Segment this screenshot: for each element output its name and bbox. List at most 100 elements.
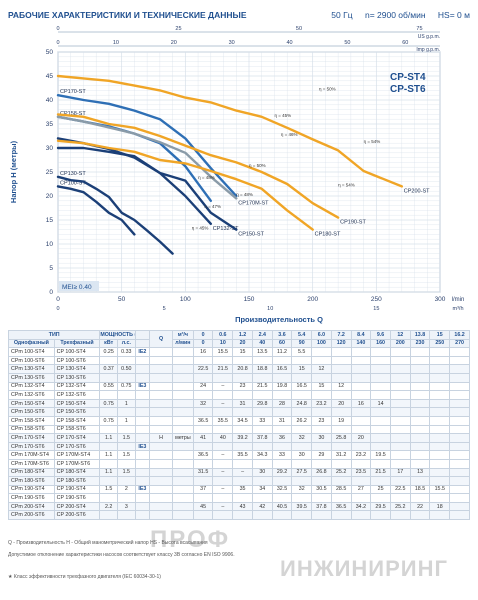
three-phase-model: CP 130-ST6	[53, 372, 101, 383]
head-value: 30	[251, 467, 273, 478]
head-value	[370, 390, 391, 400]
head-value: 12	[311, 364, 332, 374]
series-line	[56, 175, 174, 255]
head-value	[212, 424, 234, 435]
head-value: 39.5	[291, 501, 313, 512]
head-value	[409, 390, 431, 400]
watermark-text: ИНЖИНИРИНГ	[280, 556, 448, 581]
three-phase-model: CP 150-ST4	[53, 398, 101, 409]
header-specs: 50 Гц n= 2900 об/мин HS= 0 м	[321, 10, 470, 20]
unit-cell	[172, 372, 194, 383]
head-value: 30.5	[311, 484, 332, 495]
head-value	[251, 510, 273, 521]
head-value: 19.8	[271, 381, 293, 392]
head-value	[449, 476, 470, 486]
head-value	[291, 372, 313, 383]
ie-class	[134, 415, 151, 426]
y-tick-label: 35	[46, 121, 54, 128]
head-value	[409, 424, 431, 435]
single-phase-model: CPm 180-ST6	[8, 476, 55, 486]
head-value	[291, 390, 313, 400]
single-phase-model: CPm 200-ST6	[8, 510, 55, 521]
footer-ie-class: ★ Класс эффективности трехфазного двигат…	[8, 574, 161, 580]
head-value: 31.5	[192, 467, 214, 478]
head-value: 34.3	[251, 450, 273, 460]
head-value	[271, 493, 293, 503]
head-value	[409, 398, 431, 409]
head-value	[291, 407, 313, 417]
head-value	[409, 450, 431, 460]
h-label-cell	[149, 424, 173, 435]
power-kw: 0.55	[99, 381, 118, 392]
head-value	[449, 372, 470, 383]
three-phase-model: CP 158-ST6	[53, 424, 101, 435]
head-value	[271, 372, 293, 383]
kw-header: кВт	[99, 338, 118, 349]
head-value: 16.5	[291, 381, 313, 392]
suction-height-label: HS= 0 м	[437, 10, 470, 20]
series-label: CP100-ST	[60, 180, 86, 186]
single-phase-model: CPm 100-ST4	[8, 347, 55, 357]
head-value: 39.2	[232, 433, 253, 443]
unit-cell	[172, 458, 194, 469]
series-line	[56, 74, 403, 188]
head-value	[429, 493, 451, 503]
head-value: 28.5	[330, 484, 352, 495]
head-value: 21.5	[251, 381, 273, 392]
y-tick-label: 5	[49, 265, 53, 272]
x-tick-imp: 60	[402, 40, 408, 46]
series-line	[56, 146, 212, 225]
head-value	[389, 364, 411, 374]
power-kw: 1.5	[99, 484, 118, 495]
head-value	[429, 381, 451, 392]
head-value	[291, 510, 313, 521]
head-value	[389, 450, 411, 460]
head-value: –	[212, 398, 234, 409]
head-value	[350, 510, 372, 521]
head-value	[251, 441, 273, 452]
head-value	[251, 424, 273, 435]
head-value: –	[212, 484, 234, 495]
head-value: 30	[291, 450, 313, 460]
head-value: 34.2	[350, 501, 372, 512]
x-tick-m3h: 0	[56, 306, 59, 312]
series-label: CP150-ST	[238, 232, 264, 238]
h-label-cell	[149, 390, 173, 400]
head-value	[370, 433, 391, 443]
h-label-cell	[149, 355, 173, 366]
tech-data-table: ТИП МОЩНОСТЬ (P₂) Q м³/ч 00.61.22.43.65.…	[7, 329, 470, 521]
head-value: 27	[350, 484, 372, 495]
head-value: 37.8	[311, 501, 332, 512]
head-value	[449, 493, 470, 503]
ie-class	[134, 510, 151, 521]
unit-cell	[172, 415, 194, 426]
head-value: 19.5	[370, 450, 391, 460]
power-header: МОЩНОСТЬ (P₂)	[99, 330, 136, 340]
head-value	[311, 372, 332, 383]
efficiency-label: η = 54%	[364, 139, 381, 144]
head-value	[449, 364, 470, 374]
table-header-row-2: Однофазный Трехфазный кВт л.с. л/мин 0 10…	[8, 338, 470, 349]
ie-class	[134, 372, 151, 383]
x-tick-imp: 30	[229, 40, 235, 46]
head-value: 5.5	[291, 347, 313, 357]
three-phase-model: CP 100-ST6	[53, 355, 101, 366]
head-value: 35	[232, 484, 253, 495]
head-value	[350, 372, 372, 383]
head-value	[409, 364, 431, 374]
head-value	[449, 441, 470, 452]
three-phase-model: CP 130-ST4	[53, 364, 101, 374]
three-phase-model: CP 158-ST4	[53, 415, 101, 426]
series-line	[56, 115, 238, 200]
power-kw	[99, 407, 118, 417]
series-label: CP190-ST	[340, 220, 366, 226]
head-value	[251, 407, 273, 417]
ie-class	[134, 467, 151, 478]
table-row: CPm 100-ST6 CP 100-ST6	[8, 355, 470, 366]
ie-class	[134, 458, 151, 469]
unit-cell	[172, 347, 194, 357]
power-hp	[117, 390, 136, 400]
head-value	[429, 415, 451, 426]
head-value	[449, 347, 470, 357]
